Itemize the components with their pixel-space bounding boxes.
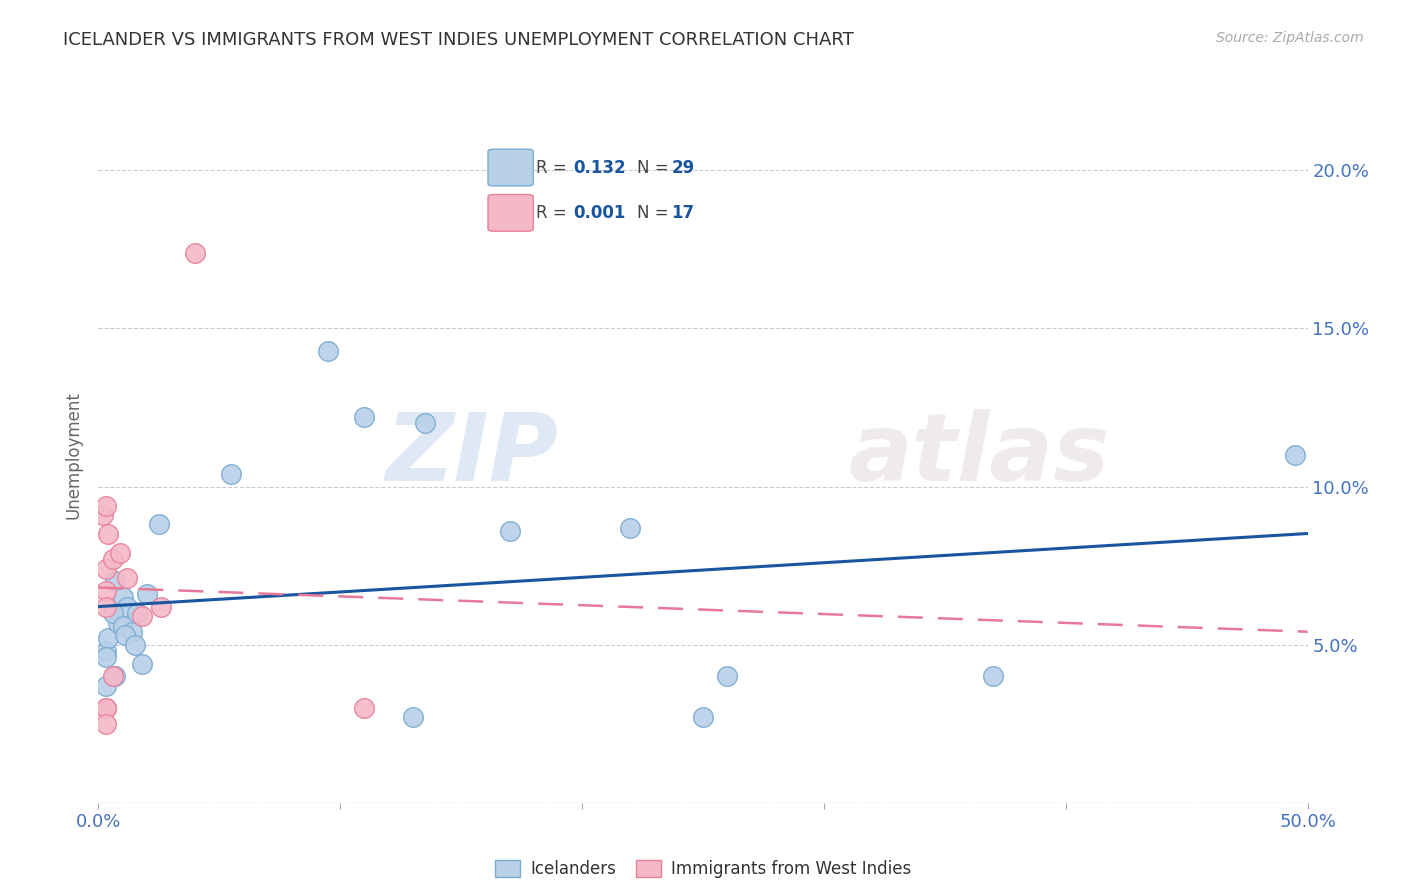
Point [148,517,170,532]
Text: 0.132: 0.132 [574,159,626,177]
Point [111,618,134,632]
Point [1284,448,1306,462]
Point [94,644,117,658]
Point [127,606,149,620]
Text: Source: ZipAtlas.com: Source: ZipAtlas.com [1216,31,1364,45]
Legend: Icelanders, Immigrants from West Indies: Icelanders, Immigrants from West Indies [488,854,918,885]
Text: 17: 17 [672,204,695,222]
Text: 29: 29 [672,159,695,177]
Text: atlas: atlas [848,409,1109,501]
Point [97,632,120,646]
Point [716,669,738,683]
Point [94,499,117,513]
Point [108,546,131,560]
Point [94,716,117,731]
Point [150,599,173,614]
Point [94,650,117,665]
Point [104,574,127,589]
Text: ZIP: ZIP [385,409,558,501]
Text: R =: R = [536,159,572,177]
Point [221,467,243,481]
Point [94,599,117,614]
Point [91,508,114,522]
Point [498,524,520,538]
Point [117,599,139,614]
Point [101,552,124,566]
Point [402,710,425,724]
Point [97,527,120,541]
Point [692,710,714,724]
FancyBboxPatch shape [488,194,533,231]
Text: R =: R = [536,204,572,222]
Point [353,409,375,424]
Y-axis label: Unemployment: Unemployment [65,391,83,519]
Point [101,669,124,683]
Text: N =: N = [637,159,673,177]
FancyBboxPatch shape [488,149,533,186]
Point [94,701,117,715]
Text: N =: N = [637,204,673,222]
Point [131,657,153,671]
Point [184,245,207,260]
Point [111,591,134,605]
Point [131,609,153,624]
Point [316,343,339,358]
Text: 0.001: 0.001 [574,204,626,222]
Point [94,562,117,576]
Point [353,701,375,715]
Point [117,571,139,585]
Point [94,583,117,598]
Point [619,521,641,535]
Point [981,669,1004,683]
Point [107,615,129,630]
Point [114,628,136,642]
Point [101,606,124,620]
Point [104,669,127,683]
Point [121,625,143,640]
Point [413,417,436,431]
Point [124,638,146,652]
Text: ICELANDER VS IMMIGRANTS FROM WEST INDIES UNEMPLOYMENT CORRELATION CHART: ICELANDER VS IMMIGRANTS FROM WEST INDIES… [63,31,853,49]
Point [94,701,117,715]
Point [135,587,157,601]
Point [94,679,117,693]
